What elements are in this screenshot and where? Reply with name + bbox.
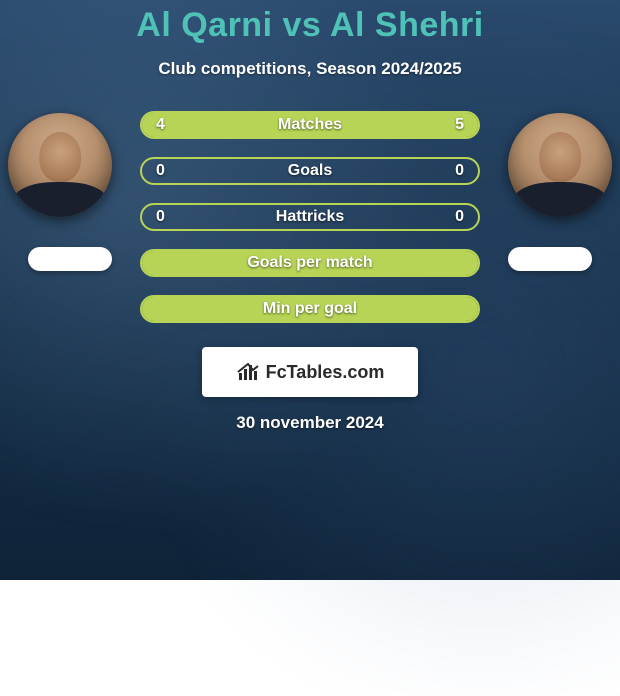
stat-value-right: 0 [455,208,464,226]
stat-row: 4 5 Matches [140,111,480,139]
player-left-form-pill [28,247,112,271]
stat-row: 0 0 Hattricks [140,203,480,231]
stat-value-left: 4 [156,116,165,134]
stat-row: 0 0 Goals [140,157,480,185]
compare-area: 4 5 Matches 0 0 Goals 0 0 Hattricks Goals per mat… [0,111,620,323]
chart-icon [236,360,260,384]
page-title: Al Qarni vs Al Shehri [136,6,483,45]
brand-text: FcTables.com [266,362,385,383]
date-label: 30 november 2024 [236,413,383,433]
stat-label: Goals [288,162,332,180]
stat-bars: 4 5 Matches 0 0 Goals 0 0 Hattricks Goals per mat… [140,111,480,323]
stat-value-left: 0 [156,162,165,180]
player-right-form-pill [508,247,592,271]
brand-logo: FcTables.com [202,347,418,397]
subtitle: Club competitions, Season 2024/2025 [158,59,461,79]
stat-value-left: 0 [156,208,165,226]
stat-row: Min per goal [140,295,480,323]
stat-value-right: 5 [455,116,464,134]
player-right-avatar [508,113,612,217]
stat-label: Hattricks [276,208,344,226]
player-left-avatar [8,113,112,217]
stat-label: Goals per match [247,254,372,272]
stat-value-right: 0 [455,162,464,180]
stat-label: Matches [278,116,342,134]
content-root: Al Qarni vs Al Shehri Club competitions,… [0,0,620,580]
stat-label: Min per goal [263,300,357,318]
stat-row: Goals per match [140,249,480,277]
